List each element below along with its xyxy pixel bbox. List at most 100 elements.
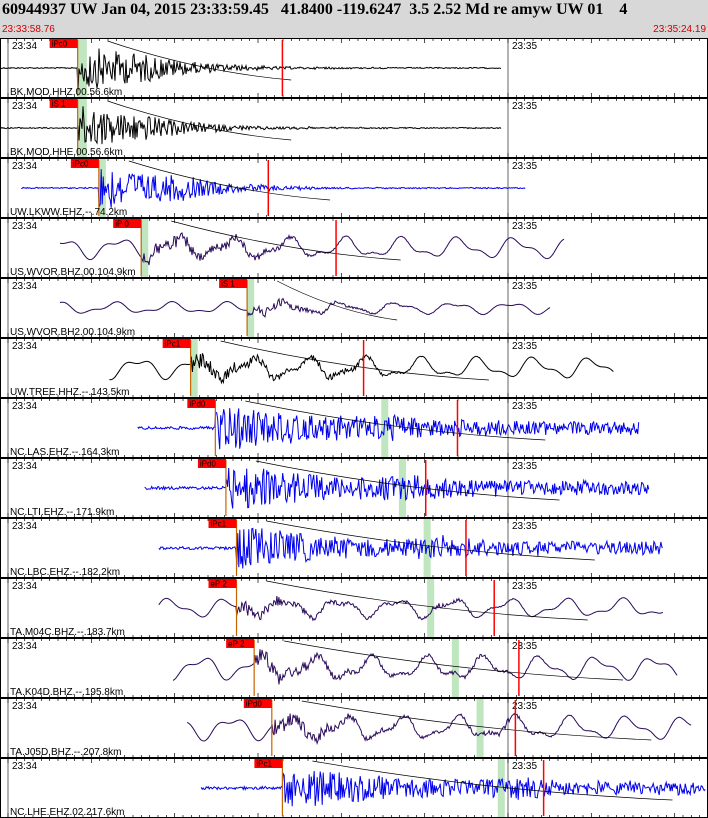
phase-label: iPc1 [211, 520, 227, 529]
waveform [59, 297, 551, 318]
arrival-curve [245, 400, 546, 441]
arrival-curve [284, 640, 624, 681]
tick-label: 23:34 [12, 701, 37, 712]
waveform [59, 232, 565, 266]
tick-label: 23:35 [512, 401, 537, 412]
trace-row: 23:34 23:35 iPc0 UW.LKWW.EHZ.--.74.2km [0, 158, 708, 218]
station-label: NC.LAS.EHZ.--.164.3km [10, 447, 119, 458]
pick-flag [162, 339, 191, 348]
tick-label: 23:34 [12, 641, 37, 652]
trace-row: 23:34 23:35 iPd0 NC.LTI.EHZ.--.171.9km [0, 458, 708, 518]
tick-label: 23:35 [512, 161, 537, 172]
tick-label: 23:35 [512, 641, 537, 652]
tick-label: 23:34 [12, 341, 37, 352]
waveform [158, 527, 663, 569]
tick-label: 23:35 [512, 281, 537, 292]
analysis-window [451, 639, 459, 697]
phase-label: eP 2 [228, 640, 245, 649]
waveform [158, 595, 664, 622]
station-label: NC.LBC.EHZ.--.182.2km [10, 567, 120, 578]
phase-label: iS 1 [221, 280, 235, 289]
trace-row: 23:34 23:35 eP 2 TA.K04D.BHZ.--.195.8km [0, 638, 708, 698]
phase-label: iPc0 [73, 160, 89, 169]
pick-flag [187, 399, 216, 408]
tick-label: 23:35 [512, 581, 537, 592]
station-label: BK.MOD.HHE.00.56.6km [10, 147, 123, 158]
phase-label: iP 0 [115, 220, 129, 229]
analysis-window [497, 759, 505, 817]
analysis-window [381, 399, 389, 457]
station-label: TA.M04C.BHZ.--.183.7km [10, 627, 125, 638]
tick-label: 23:34 [12, 581, 37, 592]
waveform [0, 48, 502, 91]
pick-flag [219, 279, 248, 288]
event-header: 60944937 UW Jan 04, 2015 23:33:59.45 41.… [0, 0, 708, 38]
pick-flag [49, 39, 78, 48]
phase-label: iPc1 [256, 760, 272, 769]
tick-label: 23:34 [12, 101, 37, 112]
waveform [172, 649, 678, 685]
tick-label: 23:34 [12, 461, 37, 472]
tick-label: 23:35 [512, 221, 537, 232]
pick-flag [226, 639, 255, 648]
pick-flag [49, 99, 78, 108]
station-label: NC.LHE.EHZ.02.217.6km [10, 807, 125, 818]
station-label: TA.K04D.BHZ.--.195.8km [10, 687, 123, 698]
trace-row: 23:34 23:35 eP 2 TA.M04C.BHZ.--.183.7km [0, 578, 708, 638]
arrival-curve [171, 220, 401, 261]
arrival-curve [220, 340, 489, 381]
tick-label: 23:34 [12, 161, 37, 172]
trace-row: 23:34 23:35 iPd0 TA.J05D.BHZ.--.207.8km [0, 698, 708, 758]
tick-label: 23:34 [12, 281, 37, 292]
arrival-curve [107, 100, 292, 141]
time-end-label: 23:35:24.19 [653, 24, 706, 35]
trace-row: 23:34 23:35 iS 1 US.WVOR.BH2.00.104.9km [0, 278, 708, 338]
station-label: BK.MOD.HHZ.00.56.6km [10, 87, 122, 98]
arrival-curve [255, 460, 560, 501]
phase-label: iPd0 [189, 400, 206, 409]
phase-label: iS 1 [52, 100, 66, 109]
analysis-window [398, 459, 406, 517]
trace-row: 23:34 23:35 iS 1 BK.MOD.HHE.00.56.6km [0, 98, 708, 158]
pick-flag [208, 579, 237, 588]
tick-label: 23:35 [512, 101, 537, 112]
analysis-window [141, 219, 149, 277]
tick-label: 23:34 [12, 221, 37, 232]
analysis-window [427, 579, 435, 637]
waveform [144, 467, 650, 509]
pick-flag [243, 699, 272, 708]
waveform [186, 712, 692, 746]
arrival-curve [128, 160, 331, 201]
waveform [109, 353, 614, 385]
trace-row: 23:34 23:35 iPc1 NC.LBC.EHZ.--.182.2km [0, 518, 708, 578]
analysis-window [247, 279, 255, 337]
phase-label: iPd0 [246, 700, 263, 709]
arrival-curve [301, 700, 652, 741]
waveform [137, 408, 640, 450]
trace-row: 23:34 23:35 iPc1 NC.LHE.EHZ.02.217.6km [0, 758, 708, 818]
waveform [0, 106, 502, 145]
tick-label: 23:34 [12, 521, 37, 532]
station-label: TA.J05D.BHZ.--.207.8km [10, 747, 122, 758]
tick-label: 23:35 [512, 41, 537, 52]
phase-label: iPc0 [52, 40, 68, 49]
event-title: 60944937 UW Jan 04, 2015 23:33:59.45 41.… [2, 1, 628, 18]
station-label: NC.LTI.EHZ.--.171.9km [10, 507, 114, 518]
arrival-curve [107, 40, 292, 81]
pick-flag [70, 159, 99, 168]
trace-row: 23:34 23:35 iPc0 BK.MOD.HHZ.00.56.6km [0, 38, 708, 98]
waveform [21, 169, 526, 208]
tick-label: 23:34 [12, 41, 37, 52]
phase-label: iPd0 [200, 460, 217, 469]
trace-row: 23:34 23:35 iP 0 US.WVOR.BHZ.00.104.9km [0, 218, 708, 278]
pick-flag [254, 759, 283, 768]
station-label: US.WVOR.BH2.00.104.9km [10, 327, 135, 338]
trace-row: 23:34 23:35 iPc1 UW.TREE.HHZ.--.143.5km [0, 338, 708, 398]
tick-label: 23:35 [512, 761, 537, 772]
arrival-curve [266, 580, 588, 621]
pick-flag [208, 519, 237, 528]
analysis-window [476, 699, 484, 757]
arrival-curve [266, 520, 595, 561]
analysis-window [190, 339, 198, 397]
arrival-curve [276, 280, 398, 321]
